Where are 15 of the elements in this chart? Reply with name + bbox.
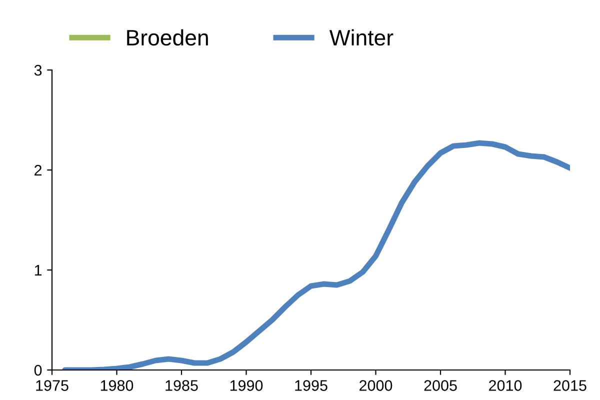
x-tick-label: 2000 (360, 380, 392, 391)
x-tick-label: 2005 (424, 380, 457, 391)
y-tick-label: 1 (34, 265, 42, 276)
y-tick-label: 2 (34, 164, 42, 176)
x-tick-label: 2015 (554, 380, 586, 391)
legend-label: Winter (329, 29, 394, 46)
x-tick-label: 1990 (230, 380, 263, 391)
y-tick-label: 3 (34, 64, 42, 76)
x-tick-label: 1975 (36, 380, 68, 391)
x-tick-label: 2010 (489, 380, 522, 391)
x-tick-label: 1995 (295, 380, 328, 391)
x-tick-label: 1985 (166, 380, 198, 391)
x-tick-label: 1980 (100, 380, 134, 391)
y-tick-label: 0 (34, 364, 42, 376)
legend-label: Broeden (127, 29, 208, 46)
